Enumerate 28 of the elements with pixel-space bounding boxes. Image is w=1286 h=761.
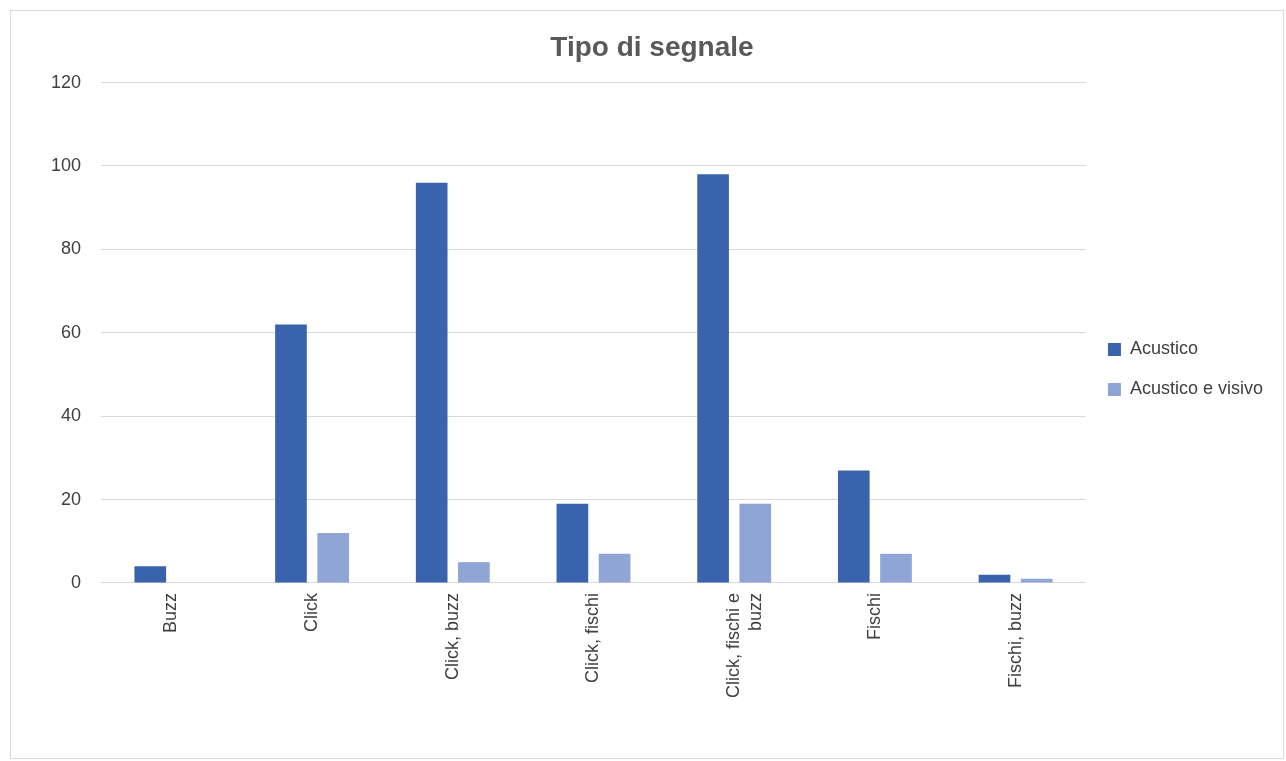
bar [697,174,729,583]
bar [317,532,350,583]
bar [739,503,772,583]
bar [134,566,167,583]
x-tick-label: Click, fischi e buzz [723,592,765,699]
chart-title: Tipo di segnale [550,30,754,62]
bar [880,553,912,583]
x-tick-label: Click, fischi [582,592,603,683]
bar [275,324,307,583]
x-tick-label: Click, buzz [441,592,462,681]
y-tick-label: 0 [71,571,82,592]
bar [556,503,589,583]
y-tick-label: 40 [61,405,82,426]
bar [458,562,490,583]
x-tick-label: Fischi, buzz [1004,592,1025,689]
bar [415,182,448,583]
x-tick-label: Fischi [863,592,884,640]
y-tick-label: 80 [61,238,82,259]
legend-label: Acustico e visivo [1129,378,1264,399]
x-tick-label: Buzz [160,592,181,634]
y-tick-label: 20 [61,488,82,509]
bar [837,470,870,583]
y-tick-label: 120 [50,71,82,92]
y-tick-label: 100 [50,154,82,175]
x-tick-label: Click [301,591,322,632]
y-tick-label: 60 [61,321,82,342]
bar [598,553,631,583]
legend-label: Acustico [1129,338,1198,359]
